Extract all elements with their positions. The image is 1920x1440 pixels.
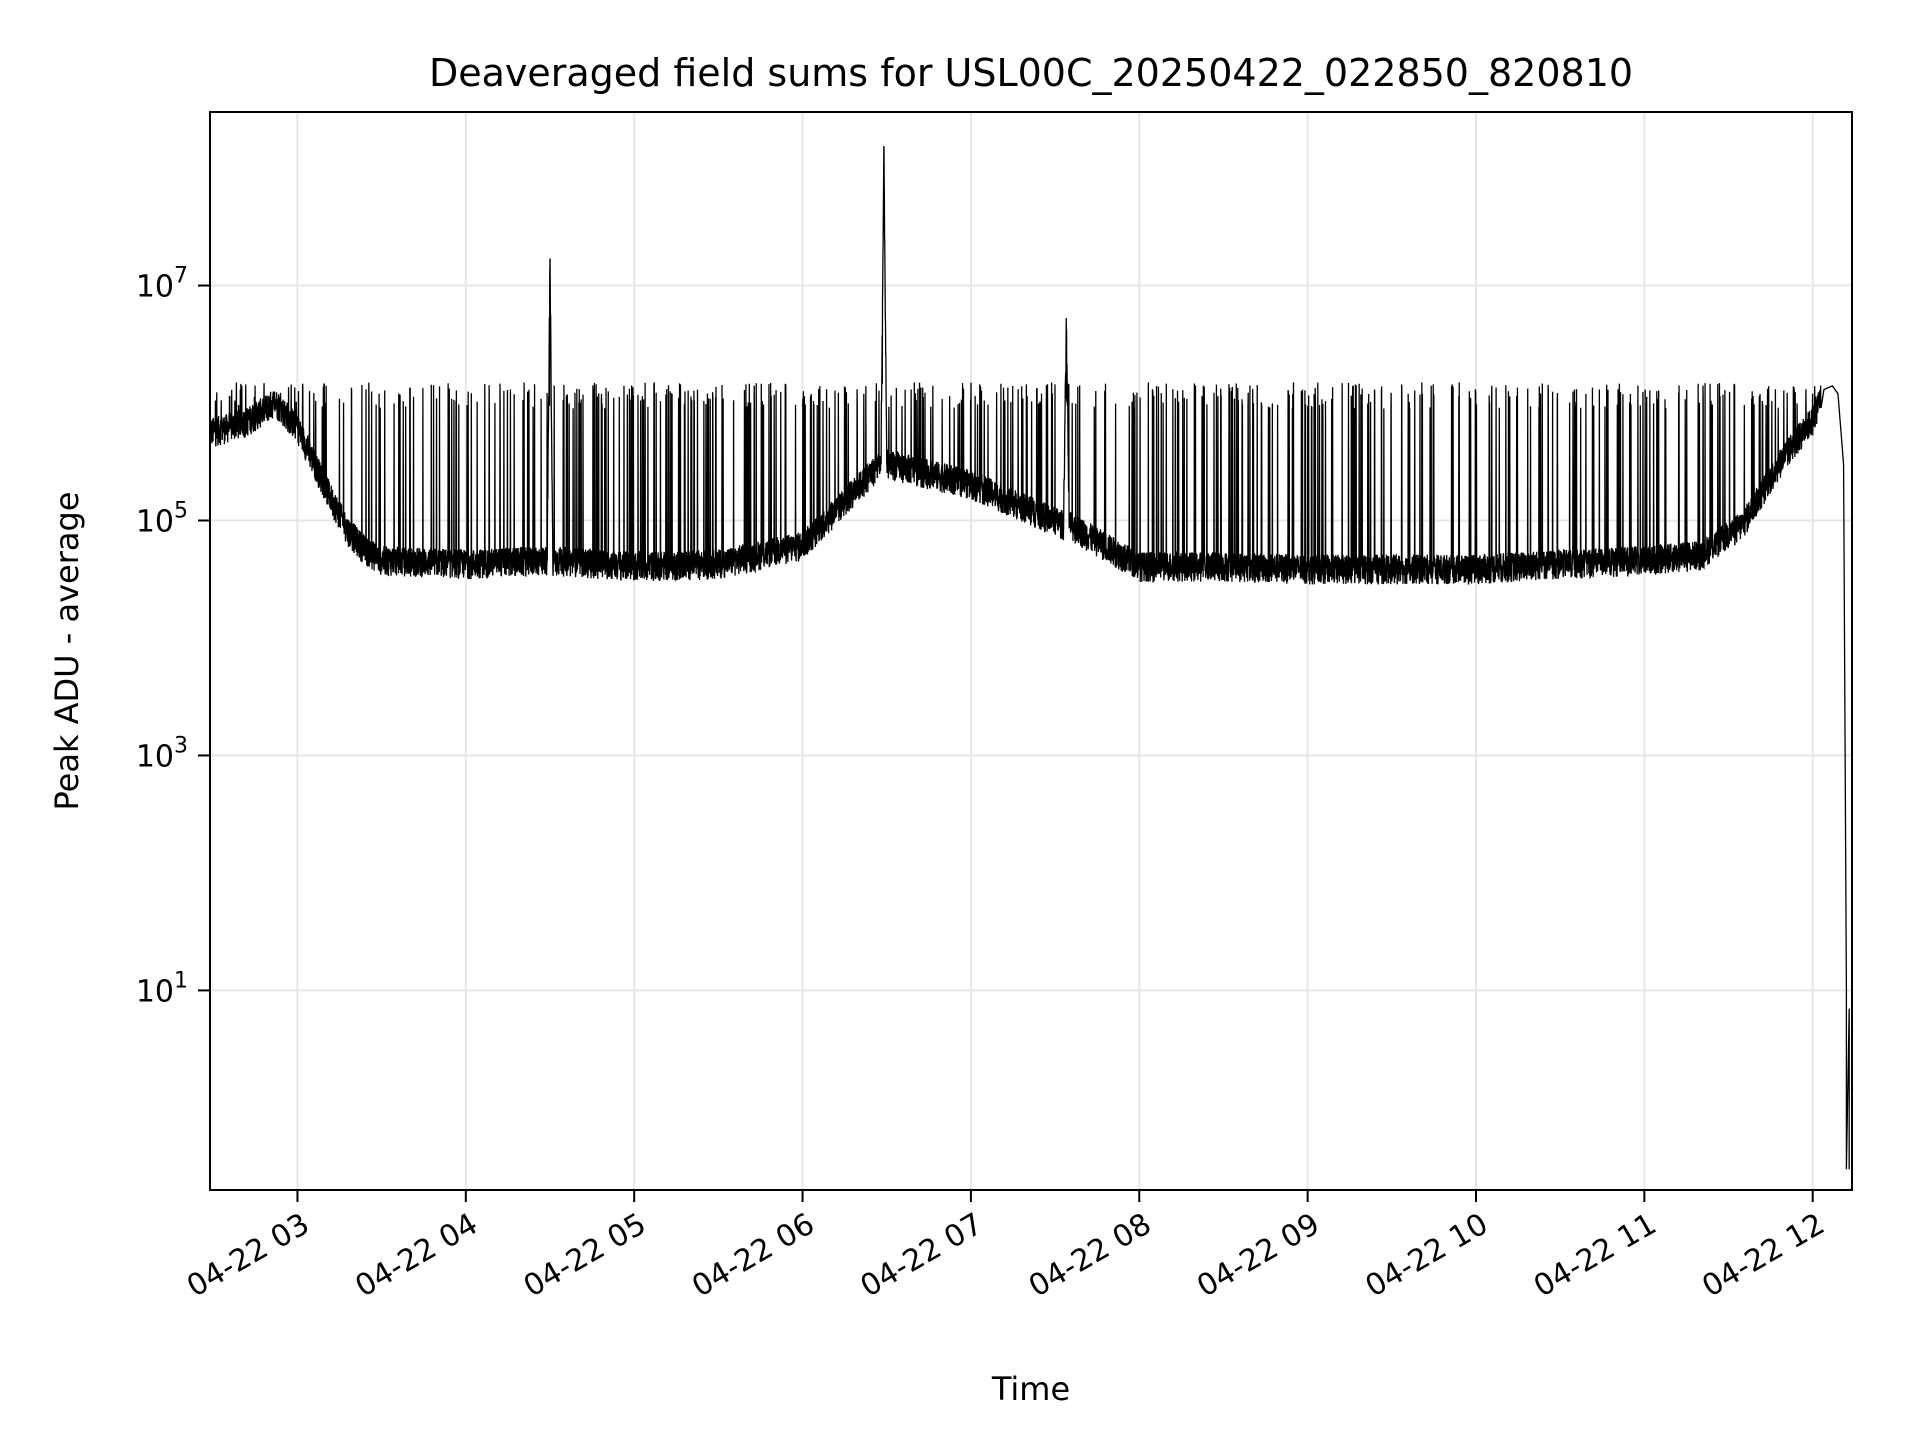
- x-axis-label: Time: [991, 1370, 1070, 1408]
- y-tick-label: 103: [136, 733, 188, 774]
- y-tick-label: 101: [136, 968, 188, 1009]
- y-axis-ticks: 101 103 105 107: [136, 264, 210, 1009]
- plot-frame: [209, 111, 1853, 1191]
- series-line: [210, 146, 1850, 1170]
- y-axis-label: Peak ADU - average: [48, 492, 86, 811]
- chart-title: Deaveraged field sums for USL00C_2025042…: [429, 51, 1633, 95]
- series-layer: [210, 146, 1850, 1170]
- grid: [210, 112, 1852, 1190]
- y-tick-label: 105: [136, 498, 188, 539]
- y-tick-label: 107: [136, 264, 188, 305]
